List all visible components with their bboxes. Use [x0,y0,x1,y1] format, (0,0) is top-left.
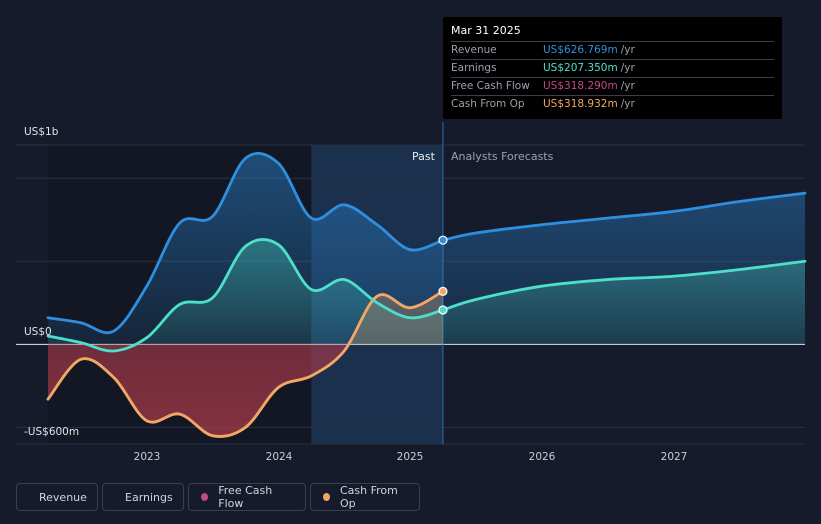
tooltip-value: US$207.350m [543,62,618,74]
tooltip-row-revenue: Revenue US$626.769m /yr [451,41,774,59]
tooltip-label: Revenue [451,44,497,56]
tooltip-value: US$626.769m [543,44,618,56]
earnings-area [48,239,805,352]
x-tick-2024: 2024 [265,451,293,463]
revenue-forecast-line [441,191,807,242]
legend-free-cash-flow[interactable]: Free Cash Flow [188,483,306,511]
x-tick-2025: 2025 [396,451,424,463]
tooltip-value: US$318.932m [543,98,618,110]
revenue-marker [438,235,448,245]
tooltip-unit: /yr [620,98,635,110]
tooltip-unit: /yr [620,44,635,56]
y-label-top: US$1b [24,126,59,138]
earnings-line [46,238,445,353]
forecast-label: Analysts Forecasts [451,150,554,163]
earnings-marker [438,305,448,315]
tooltip-unit: /yr [620,62,635,74]
legend-cash-from-op[interactable]: Cash From Op [310,483,420,511]
tooltip-label: Cash From Op [451,98,525,110]
data-tooltip: Mar 31 2025 Revenue US$626.769m /yr Earn… [443,17,782,119]
legend-label: Free Cash Flow [218,484,273,510]
cash-from-op-marker [438,286,448,296]
legend-label: Cash From Op [339,484,398,510]
y-label-zero: US$0 [24,326,52,338]
cash-from-op-dot-icon [323,493,330,501]
tooltip-value: US$318.290m [543,80,618,92]
past-label: Past [412,150,435,163]
cash-from-op-line [46,289,445,438]
earnings-forecast-line [441,259,807,312]
tooltip-row-cash-from-op: Cash From Op US$318.932m /yr [451,95,774,113]
x-tick-2023: 2023 [133,451,161,463]
x-tick-2027: 2027 [660,451,688,463]
legend-label: Revenue [39,490,87,504]
x-tick-2026: 2026 [528,451,556,463]
revenue-line [46,151,445,335]
y-label-bottom: -US$600m [24,426,80,438]
tooltip-row-earnings: Earnings US$207.350m /yr [451,59,774,77]
tooltip-label: Earnings [451,62,497,74]
free-cash-flow-dot-icon [201,493,209,501]
tooltip-unit: /yr [620,80,635,92]
tooltip-row-free-cash-flow: Free Cash Flow US$318.290m /yr [451,77,774,95]
legend-label: Earnings [125,490,173,504]
legend-revenue[interactable]: Revenue [16,483,98,511]
tooltip-label: Free Cash Flow [451,80,530,92]
cash-negative-area [48,344,349,437]
legend-earnings[interactable]: Earnings [102,483,184,511]
tooltip-date: Mar 31 2025 [451,24,521,37]
